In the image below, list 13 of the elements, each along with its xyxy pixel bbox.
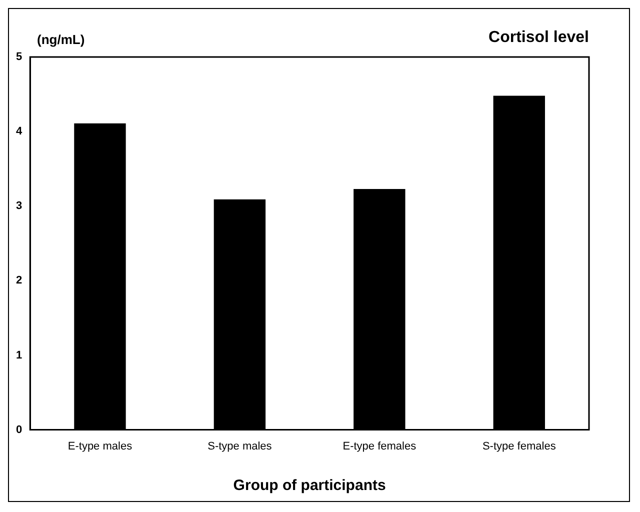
x-axis-title: Group of participants [233, 477, 386, 494]
y-tick-label: 3 [16, 200, 22, 212]
y-tick-label: 1 [16, 349, 22, 362]
chart-title: Cortisol level [488, 29, 589, 47]
y-tick-label: 2 [16, 274, 22, 287]
x-tick-label: E-type males [68, 440, 133, 452]
y-tick-label: 4 [16, 126, 23, 138]
y-tick-label: 0 [16, 424, 22, 436]
x-tick-label: E-type females [342, 440, 417, 452]
y-tick-label: 5 [16, 51, 22, 64]
y-axis-title: (ng/mL) [37, 32, 85, 47]
x-tick-label: S-type females [482, 440, 556, 452]
x-tick-label: S-type males [208, 440, 272, 452]
